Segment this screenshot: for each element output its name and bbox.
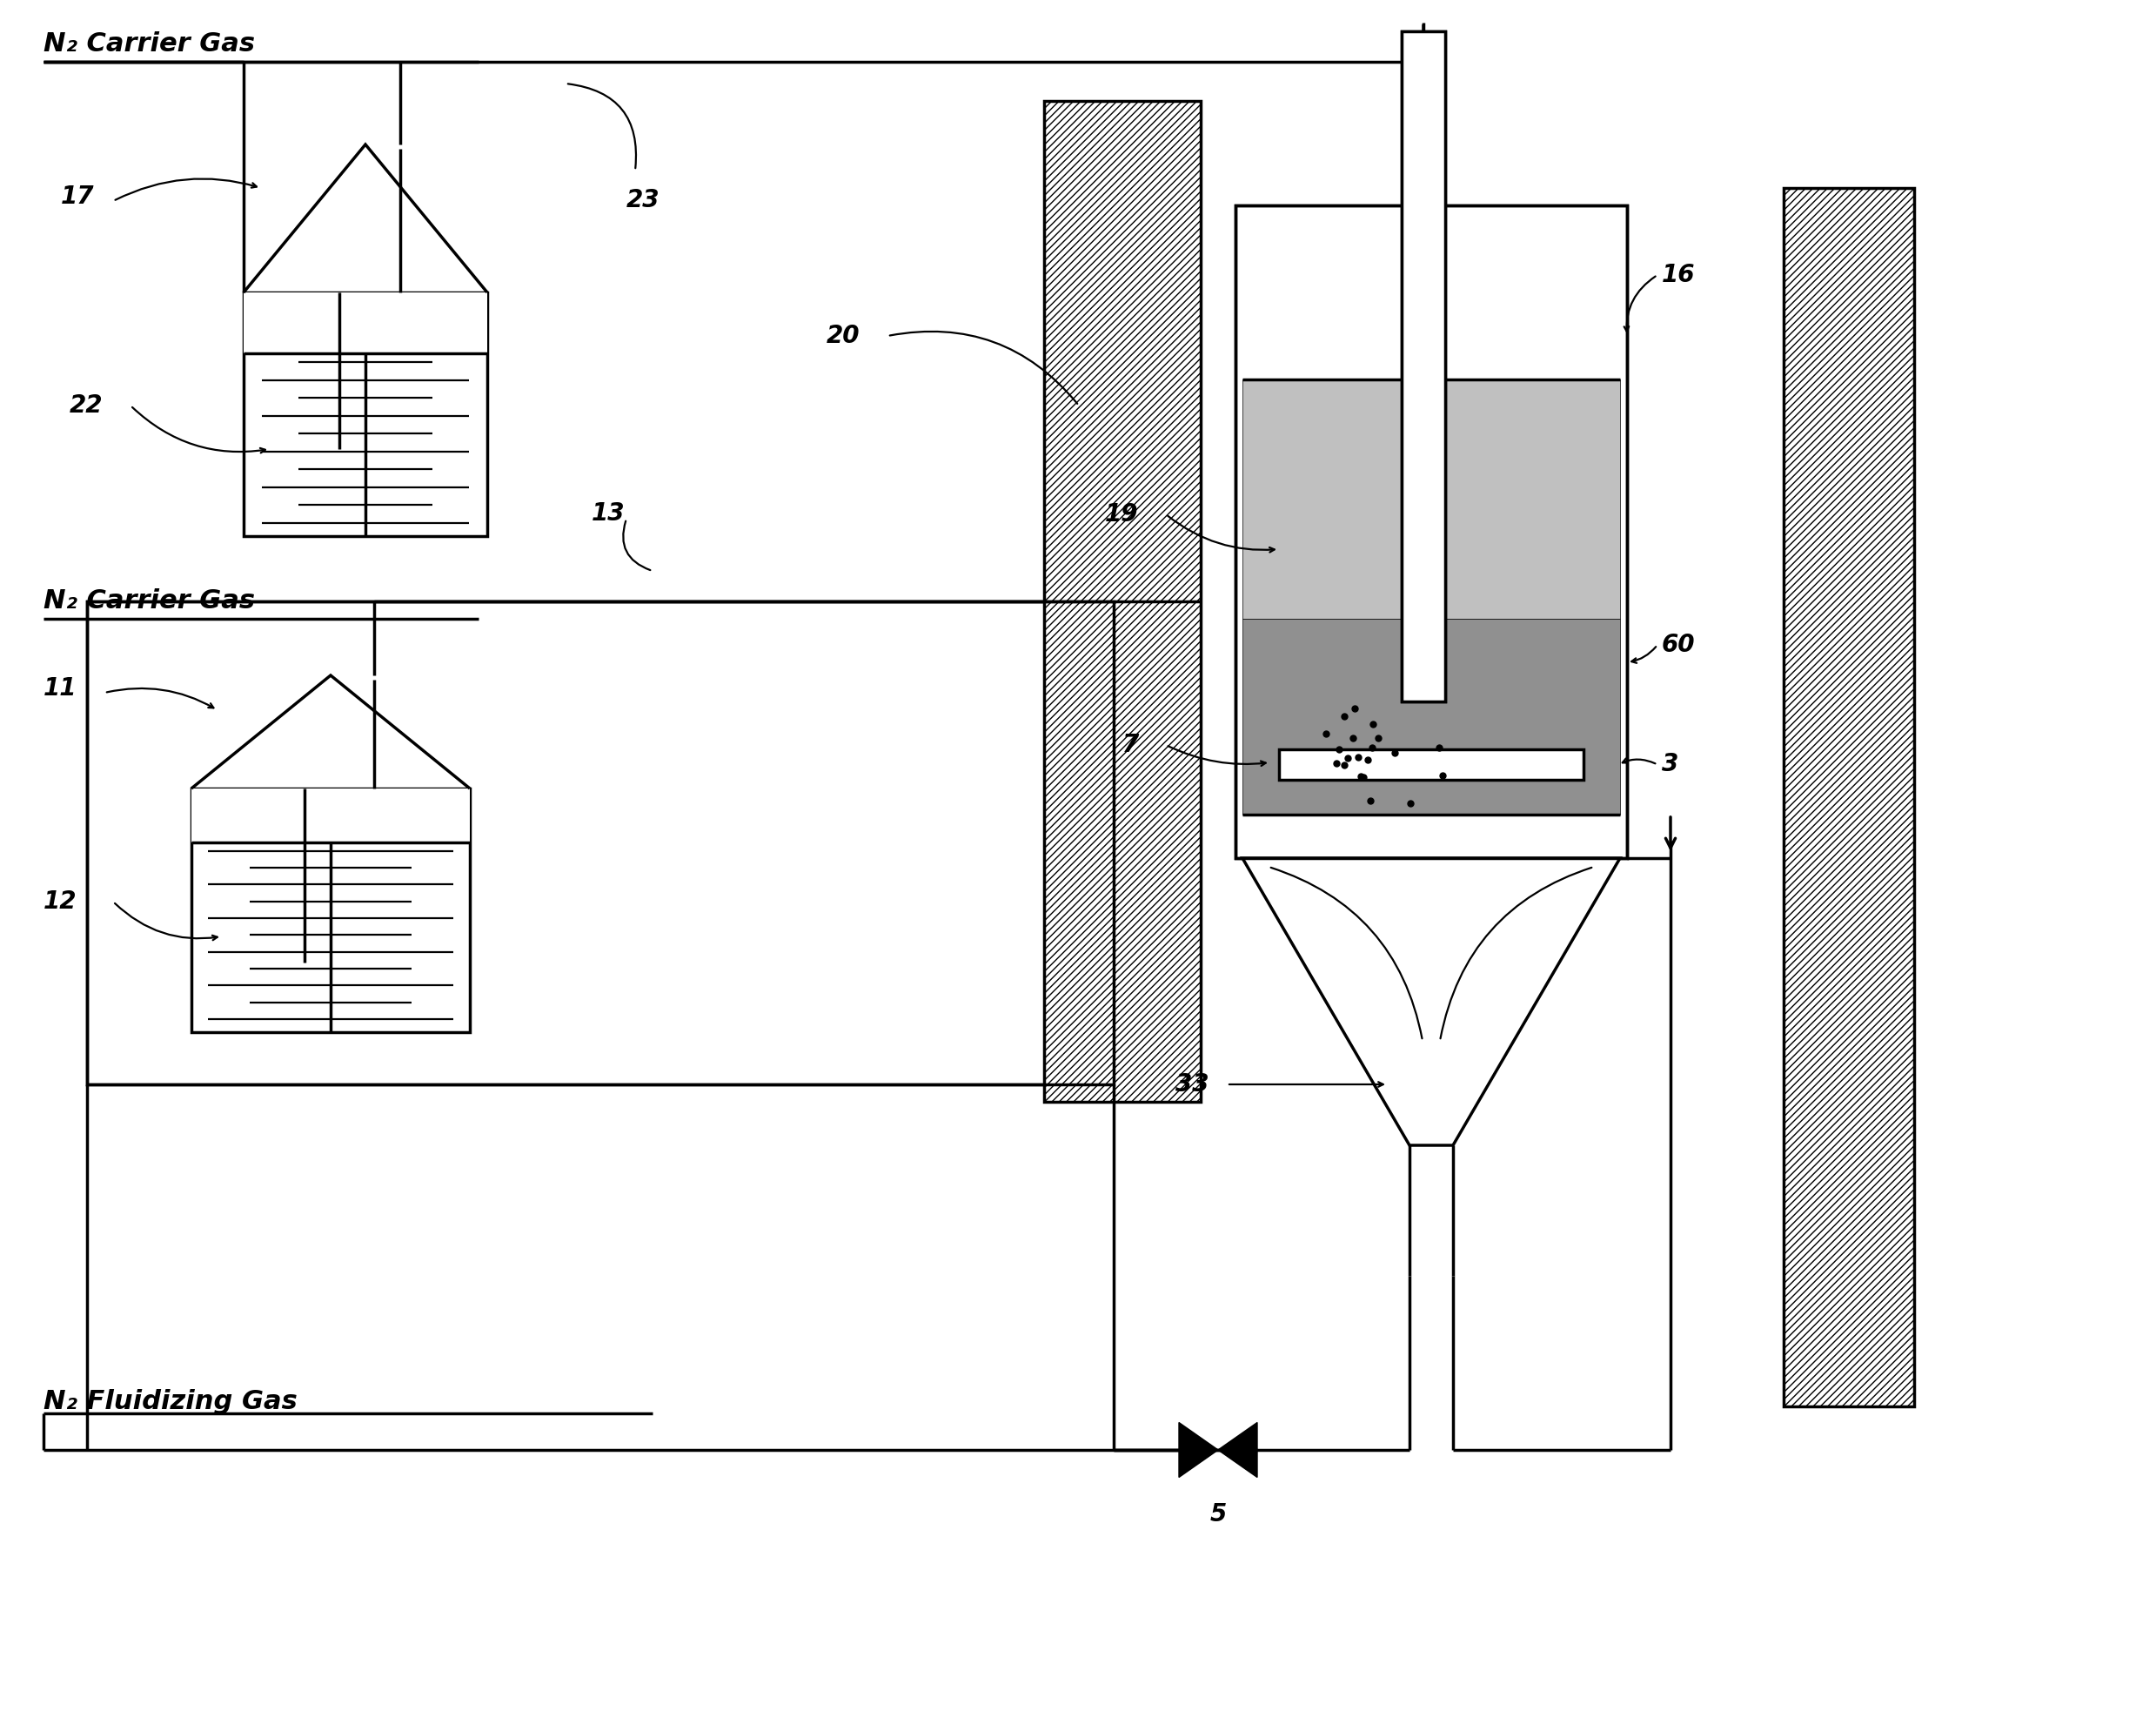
Polygon shape [1242,859,1619,1145]
Text: N₂ Carrier Gas: N₂ Carrier Gas [43,589,254,614]
Text: 11: 11 [43,676,78,700]
Bar [192,789,470,1032]
Text: 16: 16 [1662,263,1695,287]
Text: 33: 33 [1175,1073,1210,1097]
Text: 23: 23 [627,188,660,212]
Text: 7: 7 [1123,732,1138,758]
Bar [1783,188,1915,1406]
Bar [1044,101,1201,1102]
Text: 19: 19 [1106,501,1138,527]
Text: 5: 5 [1210,1502,1227,1526]
Bar [1401,31,1445,702]
Text: 13: 13 [591,501,625,525]
Bar [86,601,1115,1085]
Bar [1401,31,1445,702]
Bar [1235,205,1628,859]
Bar [1235,205,1628,859]
Bar [244,293,487,354]
Text: N₂ Fluidizing Gas: N₂ Fluidizing Gas [43,1389,298,1415]
Polygon shape [1218,1422,1257,1477]
Polygon shape [1179,1422,1218,1477]
Bar [1279,749,1583,780]
Bar [192,789,470,842]
Text: 60: 60 [1662,633,1695,657]
Text: 20: 20 [826,323,860,347]
Bar [86,601,1115,1085]
Bar [1242,619,1619,814]
Text: 22: 22 [69,394,103,417]
Text: 3: 3 [1662,753,1680,777]
Text: 12: 12 [43,890,78,914]
Text: 17: 17 [60,185,95,209]
Bar [1242,380,1619,619]
Text: N₂ Carrier Gas: N₂ Carrier Gas [43,31,254,56]
Bar [244,293,487,536]
